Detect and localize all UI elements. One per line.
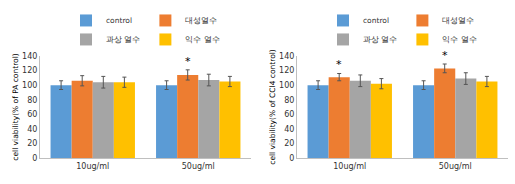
svg-text:익수 열수: 익수 열수 xyxy=(442,35,476,44)
svg-text:10ug/ml: 10ug/ml xyxy=(76,162,109,171)
svg-text:40: 40 xyxy=(27,125,37,134)
svg-text:10ug/ml: 10ug/ml xyxy=(333,162,366,171)
svg-text:80: 80 xyxy=(27,96,37,105)
svg-text:*: * xyxy=(442,49,448,62)
svg-text:20: 20 xyxy=(27,139,37,148)
svg-text:*: * xyxy=(185,55,191,68)
svg-text:40: 40 xyxy=(284,125,294,134)
svg-text:0: 0 xyxy=(289,154,294,163)
svg-text:100: 100 xyxy=(22,81,37,90)
svg-text:140: 140 xyxy=(22,52,37,61)
svg-text:cell viability(% of PA control: cell viability(% of PA control) xyxy=(11,53,20,160)
svg-text:50ug/ml: 50ug/ml xyxy=(439,162,472,171)
svg-text:20: 20 xyxy=(284,139,294,148)
svg-text:익수 열수: 익수 열수 xyxy=(185,35,219,44)
svg-text:50ug/ml: 50ug/ml xyxy=(182,162,215,171)
svg-text:대성열수: 대성열수 xyxy=(442,16,474,25)
svg-text:80: 80 xyxy=(284,96,294,105)
svg-text:0: 0 xyxy=(32,154,37,163)
svg-text:대성열수: 대성열수 xyxy=(185,16,217,25)
svg-text:cell viability(% of CCl4 contr: cell viability(% of CCl4 control) xyxy=(268,49,277,165)
svg-text:과상 열수: 과상 열수 xyxy=(363,35,397,44)
svg-text:control: control xyxy=(106,16,132,25)
svg-text:120: 120 xyxy=(279,66,294,75)
svg-text:60: 60 xyxy=(27,110,37,119)
svg-text:60: 60 xyxy=(284,110,294,119)
svg-text:100: 100 xyxy=(279,81,294,90)
svg-text:*: * xyxy=(336,58,342,71)
svg-text:120: 120 xyxy=(22,66,37,75)
svg-text:control: control xyxy=(363,16,389,25)
svg-text:140: 140 xyxy=(279,52,294,61)
svg-text:과상 열수: 과상 열수 xyxy=(106,35,140,44)
